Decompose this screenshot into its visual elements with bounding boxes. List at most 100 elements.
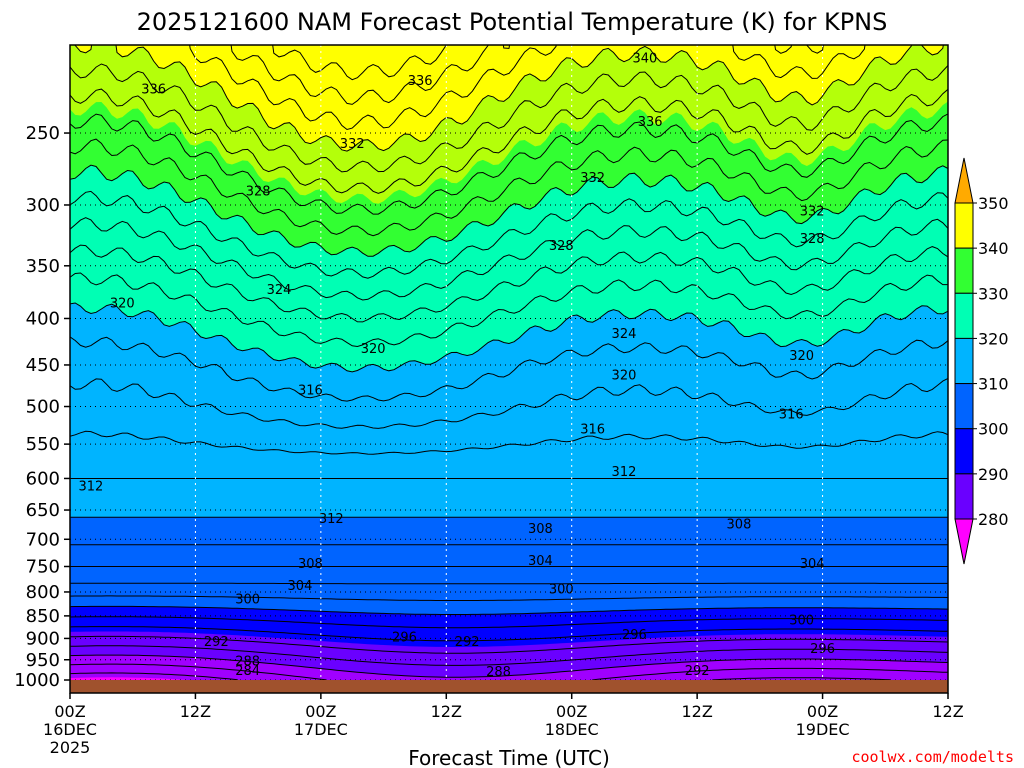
y-tick-label-950: 950 — [26, 650, 60, 671]
y-tick-label-850: 850 — [26, 606, 60, 627]
contour-290 — [70, 654, 948, 678]
contour-label-328: 328 — [549, 239, 574, 254]
x-tick-label-48-0: 00Z — [556, 702, 587, 721]
grid-lines — [70, 45, 948, 693]
y-tick-label-550: 550 — [26, 434, 60, 455]
y-tick-label-900: 900 — [26, 628, 60, 649]
contour-322 — [70, 272, 948, 348]
y-tick-label-350: 350 — [26, 256, 60, 277]
contour-label-324: 324 — [612, 327, 637, 342]
y-tick-label-250: 250 — [26, 123, 60, 144]
contour-label-320: 320 — [110, 296, 135, 311]
contour-label-336: 336 — [141, 83, 166, 98]
contour-296 — [70, 626, 948, 642]
contour-316 — [70, 378, 948, 429]
ground-strip — [70, 680, 948, 693]
contour-label-296: 296 — [622, 628, 647, 643]
contour-label-328: 328 — [246, 185, 271, 200]
contour-label-320: 320 — [789, 349, 814, 364]
contour-label-324: 324 — [267, 283, 292, 298]
contour-302 — [70, 595, 948, 601]
x-tick-label-72-1: 19DEC — [796, 720, 850, 739]
contour-320 — [70, 302, 948, 373]
colorbar-segment-3 — [954, 337, 974, 385]
contour-labels: 340 336 336 336 332 332 332 328 328 328 324 324 320 3… — [78, 52, 834, 680]
contour-332 — [70, 138, 948, 237]
colorbar-bottom-arrow — [954, 518, 974, 565]
contour-314 — [70, 430, 948, 455]
contour-label-292: 292 — [204, 635, 229, 650]
y-tick-label-450: 450 — [26, 355, 60, 376]
contour-288 — [70, 663, 948, 693]
plot-area: 340 336 336 336 332 332 332 328 328 328 324 324 320 3… — [70, 45, 948, 693]
contour-label-336: 336 — [408, 74, 433, 89]
contour-328 — [70, 190, 948, 279]
contour-label-312: 312 — [78, 479, 103, 494]
x-tick-label-24-0: 00Z — [305, 702, 336, 721]
chart-title: 2025121600 NAM Forecast Potential Temper… — [137, 8, 888, 36]
contour-label-292: 292 — [685, 664, 710, 679]
y-tick-label-650: 650 — [26, 500, 60, 521]
contour-label-316: 316 — [580, 423, 605, 438]
contour-label-332: 332 — [800, 204, 825, 219]
y-tick-label-800: 800 — [26, 582, 60, 603]
contour-label-312: 312 — [612, 465, 637, 480]
x-tick-label-12-0: 12Z — [180, 702, 211, 721]
colorbar-top-arrow — [954, 157, 974, 204]
x-tick-label-36-0: 12Z — [431, 702, 462, 721]
contour-label-320: 320 — [361, 342, 386, 357]
contour-label-296: 296 — [392, 631, 417, 646]
contour-334 — [70, 113, 948, 215]
x-tick-label-72-0: 00Z — [807, 702, 838, 721]
contour-318 — [70, 336, 948, 402]
y-tick-label-500: 500 — [26, 397, 60, 418]
contour-286 — [70, 672, 893, 693]
contour-label-288: 288 — [235, 654, 260, 669]
contour-326 — [70, 217, 948, 301]
y-tick-label-700: 700 — [26, 529, 60, 550]
y-tick-label-400: 400 — [26, 308, 60, 329]
contour-label-308: 308 — [727, 517, 752, 532]
contour-304 — [70, 582, 948, 585]
colorbar-label-340: 340 — [978, 239, 1009, 258]
contour-label-308: 308 — [528, 522, 553, 537]
contour-label-308: 308 — [298, 557, 323, 572]
credit-text: coolwx.com/modelts — [851, 748, 1014, 766]
contour-label-292: 292 — [455, 635, 480, 650]
contour-label-300: 300 — [789, 613, 814, 628]
x-tick-label-24-1: 17DEC — [294, 720, 348, 739]
contour-label-304: 304 — [528, 554, 553, 569]
contour-label-340: 340 — [632, 52, 657, 67]
x-tick-label-48-1: 18DEC — [545, 720, 599, 739]
contour-292 — [70, 645, 948, 666]
contour-label-312: 312 — [319, 512, 344, 527]
contour-342 — [189, 45, 866, 131]
contour-344 — [230, 45, 824, 105]
colorbar-segment-6 — [954, 473, 974, 520]
y-tick-label-600: 600 — [26, 468, 60, 489]
contour-label-316: 316 — [779, 407, 804, 422]
colorbar-segment-4 — [954, 383, 974, 430]
colorbar-label-300: 300 — [978, 420, 1009, 439]
contour-label-332: 332 — [580, 171, 605, 186]
x-tick-label-0-0: 00Z — [54, 702, 85, 721]
contour-label-328: 328 — [800, 232, 825, 247]
y-axis-ticks: 2503003504004505005506006507007508008509… — [14, 123, 70, 691]
contour-label-336: 336 — [638, 115, 663, 130]
colorbar-label-280: 280 — [978, 510, 1009, 529]
contour-294 — [70, 635, 948, 654]
x-tick-label-0-2: 2025 — [50, 738, 91, 757]
contour-label-284: 284 — [235, 664, 260, 679]
contour-300 — [70, 605, 948, 615]
contour-label-300: 300 — [549, 582, 574, 597]
contour-label-304: 304 — [800, 557, 825, 572]
colorbar-segment-1 — [954, 247, 974, 294]
colorbar-segment-2 — [954, 292, 974, 339]
contour-lines — [70, 45, 948, 693]
colorbar-label-320: 320 — [978, 329, 1009, 348]
contour-label-296: 296 — [810, 642, 835, 657]
y-tick-label-750: 750 — [26, 556, 60, 577]
contour-label-316: 316 — [298, 383, 323, 398]
